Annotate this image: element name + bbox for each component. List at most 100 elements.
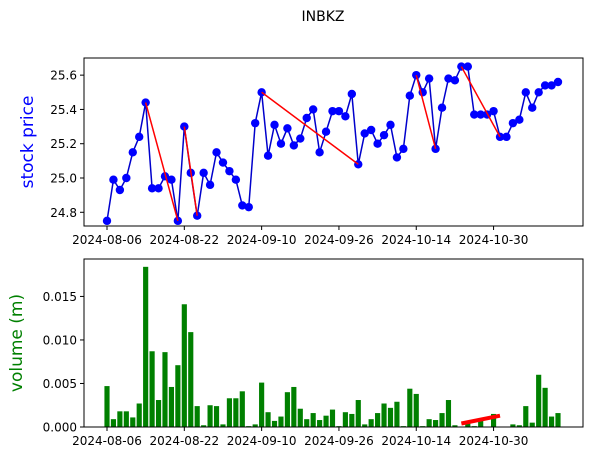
price-point (276, 139, 286, 148)
volume-bar (278, 416, 284, 427)
volume-bar (342, 412, 348, 427)
price-point (263, 151, 273, 160)
price-point (147, 184, 157, 193)
volume-bar (381, 403, 387, 427)
volume-bar (413, 393, 419, 427)
trend-segment (183, 126, 198, 216)
price-point (347, 89, 357, 99)
price-point (508, 118, 518, 128)
volume-panel: 0.000 0.005 0.010 0.015 2024-08-06 2024-08-22… (7, 258, 584, 448)
volume-bar (291, 386, 297, 427)
volume-bar (394, 401, 400, 427)
volume-bar (181, 304, 187, 427)
price-point (231, 175, 241, 184)
volume-bar (162, 352, 168, 427)
price-point (437, 103, 447, 112)
price-point (212, 148, 221, 157)
price-point (502, 132, 511, 142)
volume-bar (555, 413, 561, 427)
y-tick-label: 25.6 (50, 69, 77, 83)
volume-bar (387, 407, 394, 427)
y-tick-label: 25.2 (50, 137, 77, 151)
price-point (424, 74, 434, 83)
x-tick-label: 2024-10-14 (381, 434, 451, 448)
volume-bar (329, 409, 336, 427)
price-point (463, 62, 472, 71)
price-point (238, 201, 247, 210)
volume-bar (317, 420, 323, 427)
price-point (457, 62, 466, 71)
price-point (521, 88, 530, 97)
volume-bar (362, 424, 368, 427)
volume-bar (194, 406, 200, 427)
volume-bar (265, 412, 271, 427)
price-point (450, 76, 460, 85)
volume-bar (149, 351, 155, 427)
volume-bar (117, 411, 123, 427)
x-tick-label: 2024-09-10 (227, 434, 297, 448)
price-point (122, 173, 131, 183)
price-point (135, 132, 144, 142)
price-point (373, 139, 382, 148)
price-point (321, 127, 331, 136)
volume-bar (220, 424, 226, 427)
volume-bar (271, 420, 278, 427)
price-point (489, 106, 498, 116)
price-point (547, 81, 556, 90)
price-point (250, 118, 260, 128)
volume-bar (104, 386, 110, 427)
price-point (444, 74, 453, 83)
volume-bar (536, 374, 542, 427)
x-tick-label: 2024-09-26 (304, 434, 374, 448)
x-tick-label: 2024-10-30 (459, 434, 529, 448)
trend-segment (144, 102, 179, 222)
price-point (218, 158, 228, 167)
price-point (476, 110, 485, 119)
price-point (167, 175, 176, 184)
volume-bar (226, 398, 232, 427)
volume-bar (155, 400, 162, 427)
volume-bar (239, 391, 245, 427)
price-point (328, 106, 337, 116)
price-point (315, 148, 324, 157)
y-axis-label: stock price (18, 96, 38, 189)
volume-bar (310, 413, 316, 427)
volume-bar (207, 405, 213, 427)
volume-bar (529, 422, 535, 427)
volume-bar (349, 413, 355, 427)
volume-bar (510, 424, 516, 427)
volume-bar (123, 411, 129, 427)
volume-bar (516, 425, 522, 427)
price-point (528, 103, 537, 112)
price-point (154, 184, 163, 193)
volume-bar (188, 332, 194, 427)
x-tick-label: 2024-09-26 (304, 233, 374, 247)
volume-bar (375, 413, 381, 427)
x-tick-label: 2024-10-14 (381, 233, 451, 247)
price-point (289, 141, 299, 150)
volume-bar (110, 419, 117, 427)
x-tick-label: 2024-08-22 (149, 233, 219, 247)
volume-bar (426, 419, 432, 427)
price-point (283, 124, 292, 133)
price-point (515, 115, 524, 124)
x-tick-label: 2024-08-06 (72, 233, 142, 247)
volume-bar (323, 415, 329, 427)
plot-area (84, 58, 583, 226)
volume-bar (439, 413, 445, 427)
trend-segment (415, 74, 437, 150)
x-tick-label: 2024-09-10 (227, 233, 297, 247)
price-point (199, 168, 208, 178)
volume-bar (143, 266, 149, 427)
volume-bar (478, 420, 484, 427)
volume-bar (368, 419, 374, 427)
price-point (128, 148, 137, 157)
y-tick-label: 25.0 (50, 172, 77, 186)
volume-bar (523, 406, 529, 427)
trend-segment (261, 91, 359, 165)
volume-bar (130, 417, 136, 427)
volume-bar (168, 386, 175, 427)
y-tick-label: 0.010 (43, 333, 77, 347)
price-point (360, 129, 369, 138)
